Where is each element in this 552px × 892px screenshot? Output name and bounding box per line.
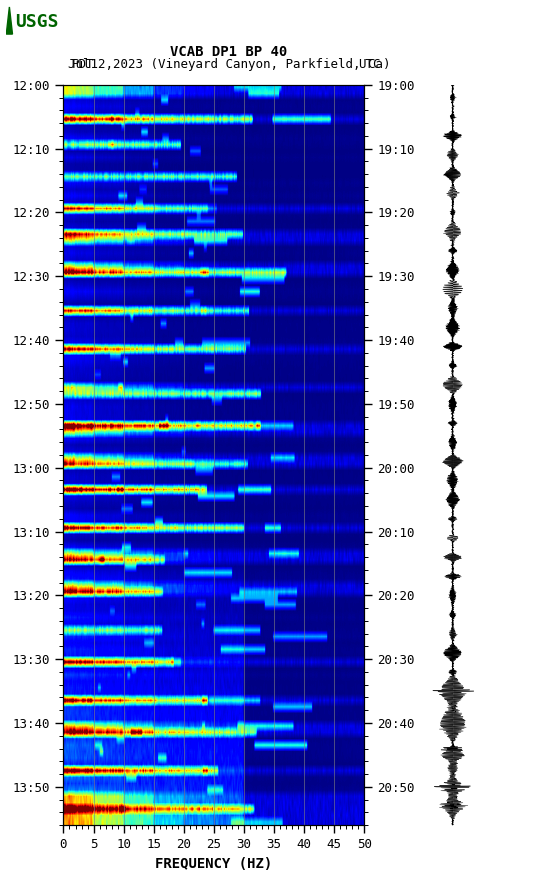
X-axis label: FREQUENCY (HZ): FREQUENCY (HZ): [155, 857, 273, 871]
Text: Jul12,2023 (Vineyard Canyon, Parkfield, Ca): Jul12,2023 (Vineyard Canyon, Parkfield, …: [68, 58, 390, 70]
Text: UTC: UTC: [359, 58, 381, 70]
Polygon shape: [6, 7, 13, 34]
Text: USGS: USGS: [15, 13, 59, 31]
Text: PDT: PDT: [72, 58, 94, 70]
Text: VCAB DP1 BP 40: VCAB DP1 BP 40: [171, 45, 288, 59]
